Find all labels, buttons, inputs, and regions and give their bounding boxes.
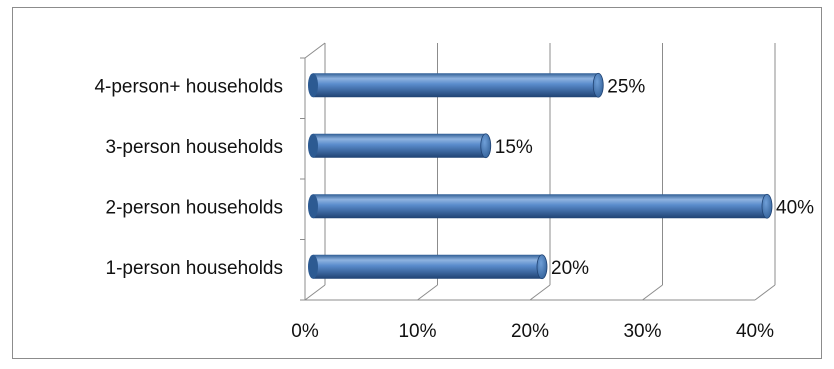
x-tick-label: 20% — [511, 321, 549, 342]
bar-start-cap — [308, 194, 318, 219]
floor-gridline — [304, 284, 326, 301]
bar-body — [313, 73, 599, 98]
bar-start-cap — [308, 254, 318, 279]
bar-start-cap — [308, 73, 318, 98]
bar-end-cap — [592, 72, 604, 98]
bar — [308, 193, 773, 219]
bar-end-cap — [480, 133, 492, 159]
bar-body — [313, 254, 542, 279]
bar-end-cap — [536, 254, 548, 280]
floor-gridline — [529, 284, 551, 301]
category-label: 1-person households — [106, 258, 283, 279]
x-tick-label: 0% — [291, 321, 319, 342]
bar — [308, 133, 492, 159]
x-tick-label: 30% — [623, 321, 661, 342]
x-tick-label: 40% — [736, 321, 774, 342]
floor-gridline — [754, 284, 776, 301]
data-label: 15% — [495, 137, 533, 158]
bar — [308, 72, 604, 98]
floor-gridline — [417, 284, 438, 301]
category-label: 3-person households — [106, 137, 283, 158]
bar-start-cap — [308, 133, 318, 158]
y-axis-top-edge — [304, 42, 326, 59]
bar-end-cap — [761, 193, 773, 219]
x-tick-label: 10% — [398, 321, 436, 342]
bar-body — [313, 194, 767, 219]
bar — [308, 254, 548, 280]
data-label: 20% — [551, 258, 589, 279]
data-label: 40% — [776, 197, 814, 218]
data-label: 25% — [607, 76, 645, 97]
floor-gridline — [642, 284, 663, 301]
category-label: 4-person+ households — [94, 76, 283, 97]
category-label: 2-person households — [106, 197, 283, 218]
bar-body — [313, 133, 486, 158]
